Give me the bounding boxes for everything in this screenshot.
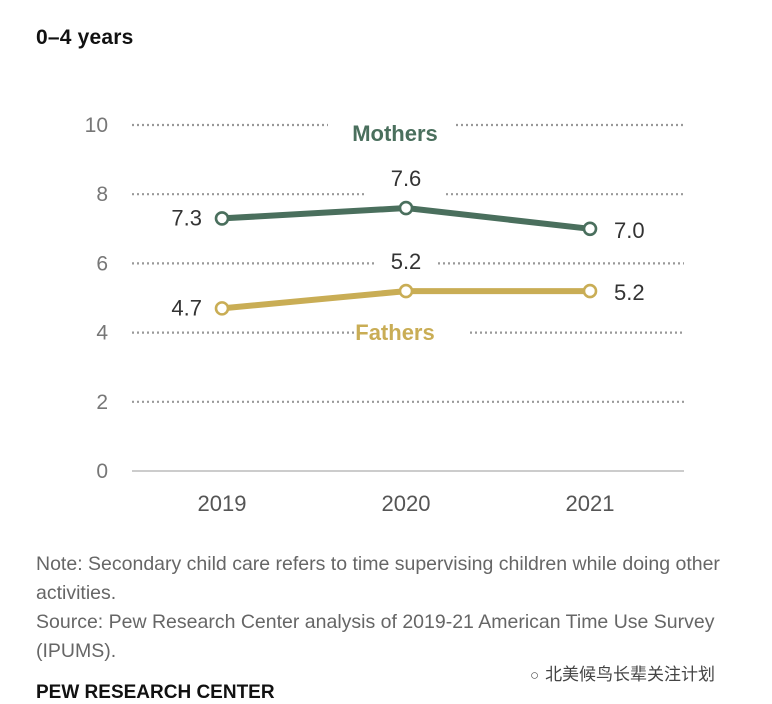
data-point xyxy=(582,221,598,237)
data-label: 7.3 xyxy=(171,205,202,230)
y-tick-label: 8 xyxy=(96,183,108,206)
x-tick-label: 2019 xyxy=(198,491,247,516)
series-label-mothers: Mothers xyxy=(352,121,438,146)
y-tick-label: 10 xyxy=(85,114,108,137)
watermark-text: 北美候鸟长辈关注计划 xyxy=(545,665,716,684)
y-tick-label: 2 xyxy=(96,391,108,414)
data-point xyxy=(398,200,414,216)
source-text: Source: Pew Research Center analysis of … xyxy=(36,611,715,662)
watermark: ○ 北美候鸟长辈关注计划 xyxy=(530,660,715,685)
data-label: 7.0 xyxy=(614,218,645,243)
x-tick-label: 2021 xyxy=(566,491,615,516)
data-label: 5.2 xyxy=(391,249,422,274)
data-label: 5.2 xyxy=(614,280,645,305)
y-tick-label: 0 xyxy=(96,460,108,483)
data-point xyxy=(398,283,414,299)
x-tick-label: 2020 xyxy=(382,491,431,516)
footer-brand: PEW RESEARCH CENTER xyxy=(36,682,275,703)
chart-notes: Note: Secondary child care refers to tim… xyxy=(36,550,746,666)
data-label: 4.7 xyxy=(171,295,202,320)
chat-bubble-icon: ○ xyxy=(530,667,540,684)
y-tick-label: 6 xyxy=(96,252,108,275)
note-text: Note: Secondary child care refers to tim… xyxy=(36,553,720,604)
data-label: 7.6 xyxy=(391,166,422,191)
line-chart: 0 2 4 6 8 10 2019 2020 2021 7.3 7.6 7.0 Mothers 4.7 5.… xyxy=(85,114,684,516)
data-point xyxy=(214,301,230,316)
y-tick-label: 4 xyxy=(96,322,108,345)
series-label-fathers: Fathers xyxy=(355,320,434,345)
chart-title: 0–4 years xyxy=(36,26,134,49)
data-point xyxy=(214,211,230,226)
data-point xyxy=(582,283,598,299)
